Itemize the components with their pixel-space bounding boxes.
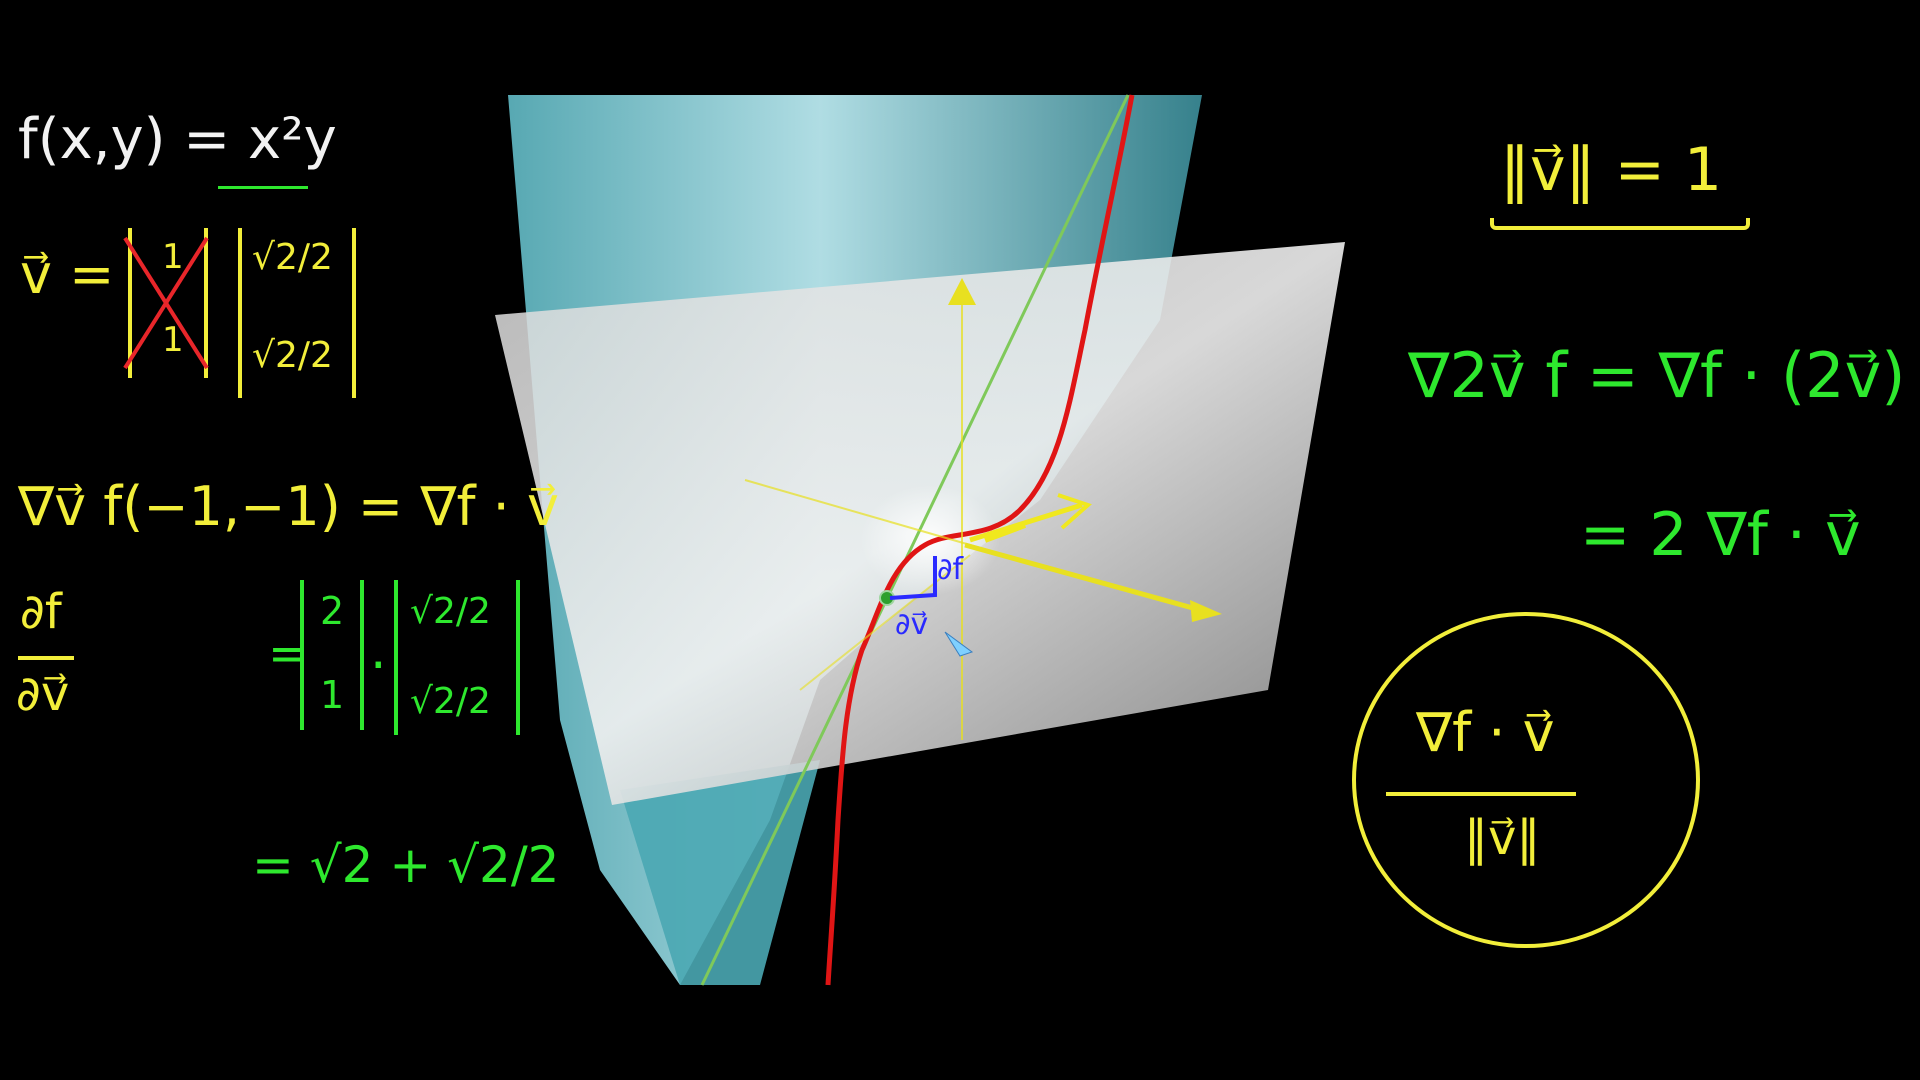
partial-denominator: ∂v⃗ bbox=[16, 666, 70, 722]
slice-curve bbox=[825, 94, 1135, 986]
directional-derivative-definition: ∇v⃗ f(−1,−1) = ∇f · v⃗ bbox=[18, 475, 559, 538]
cross-out-icon bbox=[123, 236, 209, 370]
partial-fraction: ∂f ∂v⃗ bbox=[14, 588, 86, 738]
result-expression: = √2 + √2/2 bbox=[252, 836, 560, 894]
dot-operator: · bbox=[370, 636, 387, 696]
circled-formula: ∇f · v⃗ ‖v⃗‖ bbox=[1352, 612, 1700, 948]
rise-marker bbox=[889, 556, 937, 600]
unit-vector-top: √2/2 bbox=[252, 237, 333, 278]
gradient-vector-bottom: 1 bbox=[320, 673, 345, 717]
dot-vector-bottom: √2/2 bbox=[410, 681, 491, 722]
x-axis bbox=[744, 479, 1006, 556]
scaled-direction-line2: = 2 ∇f · v⃗ bbox=[1580, 500, 1861, 570]
function-definition: f(x,y) = x²y bbox=[18, 107, 337, 172]
vector-arrow-icon bbox=[1057, 493, 1092, 530]
unit-vector: √2/2 √2/2 bbox=[238, 228, 356, 398]
norm-underline bbox=[1490, 218, 1750, 230]
x-axis-front bbox=[964, 542, 1201, 613]
underline-marks bbox=[218, 178, 308, 189]
axis-arrow-icon bbox=[1190, 600, 1222, 622]
graph-partial-top: ∂f bbox=[937, 552, 964, 587]
y-axis bbox=[799, 554, 971, 691]
vector-label: v⃗ = bbox=[20, 243, 115, 306]
gradient-vector-top: 2 bbox=[320, 589, 345, 633]
axis-arrow-icon bbox=[948, 278, 976, 305]
norm-condition: ‖v⃗‖ = 1 bbox=[1500, 135, 1723, 205]
dot-vector-top: √2/2 bbox=[410, 591, 491, 632]
function-surface-lower bbox=[620, 760, 820, 985]
crossed-vector-bottom: 1 bbox=[162, 320, 184, 360]
crossed-vector: 1 1 bbox=[123, 228, 209, 378]
tangent-line bbox=[700, 94, 1130, 986]
direction-vector bbox=[969, 502, 1083, 543]
circled-numerator: ∇f · v⃗ bbox=[1416, 701, 1555, 764]
dot-vector: √2/2 √2/2 bbox=[394, 580, 520, 735]
gradient-vector: 2 1 bbox=[300, 580, 364, 730]
crossed-vector-top: 1 bbox=[162, 237, 184, 277]
graph-partial-bottom: ∂v⃗ bbox=[895, 607, 929, 642]
scaled-direction-line1: ∇2v⃗ f = ∇f · (2v⃗) bbox=[1408, 339, 1906, 412]
partial-numerator: ∂f bbox=[20, 584, 62, 640]
unit-vector-bottom: √2/2 bbox=[252, 335, 333, 376]
cursor-pointer-icon bbox=[944, 631, 974, 657]
circled-denominator: ‖v⃗‖ bbox=[1464, 810, 1541, 866]
